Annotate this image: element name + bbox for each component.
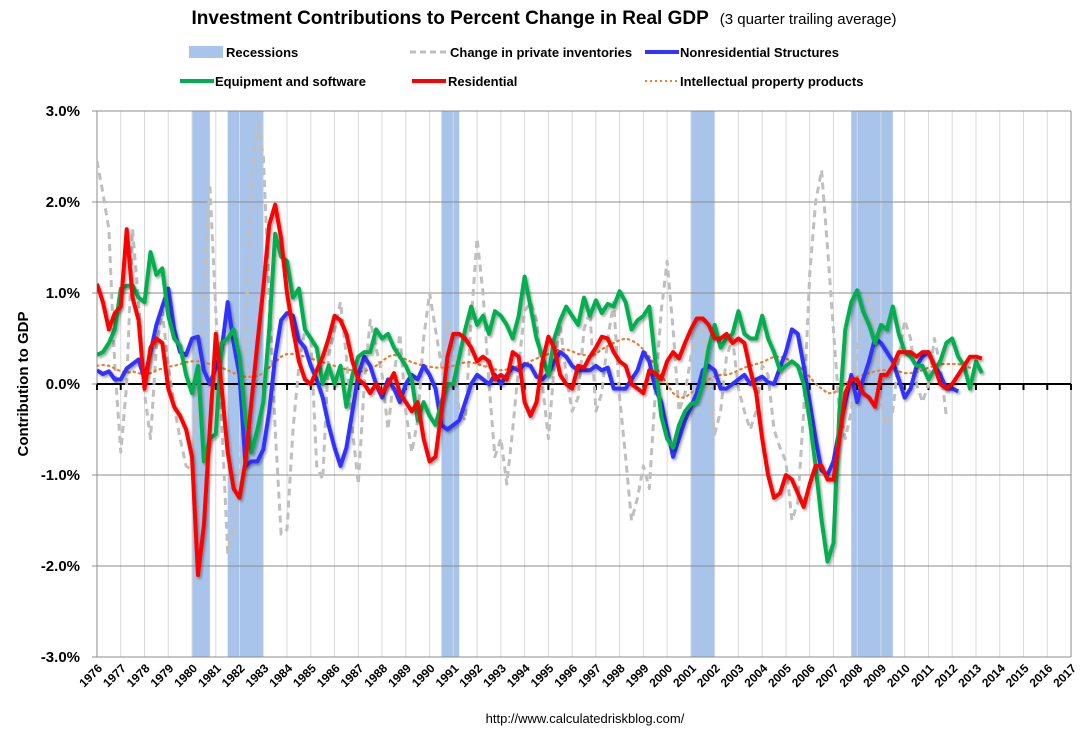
x-tick-label: 2002 [694,661,723,690]
series-line-residential [97,202,983,578]
legend-item-ip: Intellectual property products [645,74,863,89]
x-tick-label: 1979 [148,661,177,690]
x-tick-label: 1978 [124,661,153,690]
x-tick-label: 1991 [433,661,462,690]
x-tick-label: 2008 [837,661,866,690]
x-tick-label: 1999 [623,661,652,690]
legend-item-nonres: Nonresidential Structures [645,45,839,60]
x-tick-label: 2012 [932,661,961,690]
x-tick-label: 1985 [290,661,319,690]
x-tick-label: 1998 [599,661,628,690]
source-url: http://www.calculatedriskblog.com/ [486,711,685,726]
chart-title: Investment Contributions to Percent Chan… [192,8,897,29]
x-tick-label: 2000 [646,661,675,690]
x-tick-label: 2014 [979,661,1008,690]
x-tick-label: 1981 [195,661,224,690]
series-line-nonres [97,286,960,477]
x-tick-label: 2004 [742,661,771,690]
x-tick-label: 2011 [908,661,937,690]
x-tick-label: 2001 [670,661,699,690]
x-tick-label: 2006 [789,661,818,690]
x-tick-label: 1977 [100,661,129,690]
legend-label-nonres: Nonresidential Structures [680,45,839,60]
series-line-ip [97,337,972,399]
legend-swatch-recessions [189,46,223,58]
legend-item-inventories: Change in private inventories [410,45,632,60]
title-main: Investment Contributions to Percent Chan… [192,8,710,29]
x-tick-label: 1987 [338,661,367,690]
x-tick-label: 1992 [456,661,485,690]
legend-item-residential: Residential [412,74,517,89]
legend-label-equipment: Equipment and software [215,74,366,89]
x-tick-label: 1983 [243,661,272,690]
x-tick-label: 1989 [385,661,414,690]
x-tick-label: 1984 [266,661,295,690]
x-tick-label: 1993 [480,661,509,690]
x-tick-label: 1986 [314,661,343,690]
x-tick-label: 1976 [76,661,105,690]
y-tick-label: -2.0% [41,558,80,575]
legend-item-equipment: Equipment and software [180,74,366,89]
x-tick-label: 1980 [171,661,200,690]
legend-label-recessions: Recessions [226,45,298,60]
y-tick-label: 0.0% [46,376,80,393]
x-tick-label: 1997 [575,661,604,690]
legend-item-recessions: Recessions [189,45,298,60]
title-subtitle: (3 quarter trailing average) [720,11,897,28]
x-tick-labels: 1976197719781979198019811982198319841985… [76,661,1079,690]
legend-label-inventories: Change in private inventories [450,45,632,60]
x-tick-label: 2015 [1003,661,1032,690]
y-axis-label: Contribution to GDP [15,312,32,457]
y-tick-label: -3.0% [41,649,80,666]
x-tick-label: 2009 [860,661,889,690]
y-tick-labels: 3.0% 2.0% 1.0% 0.0% -1.0% -2.0% -3.0% [41,103,80,666]
legend-label-ip: Intellectual property products [680,74,863,89]
x-tick-label: 2005 [765,661,794,690]
x-tick-label: 2016 [1027,661,1056,690]
y-tick-label: 1.0% [46,285,80,302]
y-tick-label: 2.0% [46,194,80,211]
legend: Recessions Change in private inventories… [180,45,863,89]
x-tick-label: 2017 [1050,661,1079,690]
legend-label-residential: Residential [448,74,517,89]
y-tick-label: 3.0% [46,103,80,120]
x-tick-label: 1995 [528,661,557,690]
y-tick-label: -1.0% [41,467,80,484]
x-tick-label: 1994 [504,661,533,690]
x-tick-label: 1988 [361,661,390,690]
x-tick-label: 2010 [884,661,913,690]
series-lines [97,123,984,578]
x-tick-label: 2003 [718,661,747,690]
horizontal-gridlines [97,110,1071,658]
x-tick-label: 1996 [551,661,580,690]
x-tick-label: 2007 [813,661,842,690]
x-tick-label: 1990 [409,661,438,690]
x-tick-label: 2013 [955,661,984,690]
series-line-equipment [97,231,984,564]
x-tick-label: 1982 [219,661,248,690]
